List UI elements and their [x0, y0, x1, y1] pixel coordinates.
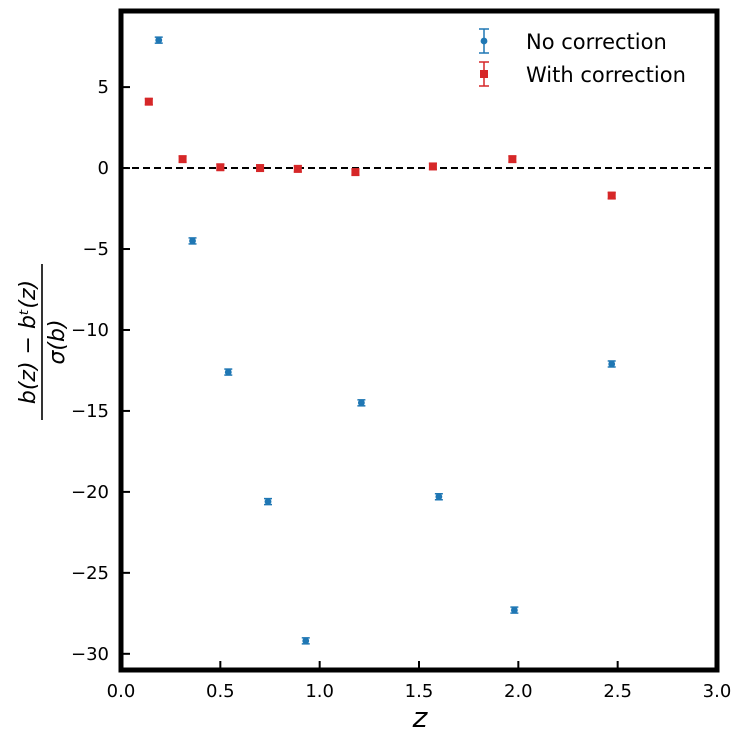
data-point-no-correction [224, 368, 233, 376]
data-point-no-correction [510, 606, 519, 614]
x-tick-label: 0.5 [206, 681, 235, 702]
y-tick-label: −15 [71, 401, 109, 422]
data-point-no-correction [434, 492, 443, 501]
y-axis-label-denominator: σ(b) [45, 319, 70, 364]
x-tick-label: 1.5 [405, 681, 434, 702]
y-tick-label: −5 [82, 239, 109, 260]
legend-marker-no-correction [479, 28, 489, 54]
x-tick-label: 2.5 [603, 681, 632, 702]
data-point-no-correction [301, 637, 310, 645]
legend-item-no-correction: No correction [479, 28, 667, 54]
data-point-with-correction [428, 162, 437, 171]
y-tick-label: 0 [98, 158, 109, 179]
data-point-with-correction [508, 155, 517, 164]
legend-label-no-correction: No correction [526, 30, 667, 54]
data-point-no-correction [357, 399, 366, 407]
axis-ticks-layer: 0.0 0.5 1.0 1.5 2.0 2.5 3.0 5 0 −5 −10 −15 −20 −25 −30 [71, 77, 731, 702]
x-tick-label: 1.0 [305, 681, 334, 702]
data-point-no-correction [607, 360, 616, 368]
x-tick-label: 2.0 [504, 681, 533, 702]
legend: No correction With correction [479, 28, 686, 87]
data-point-no-correction [188, 237, 197, 245]
data-point-with-correction [607, 191, 616, 200]
data-point-with-correction [144, 97, 153, 106]
y-tick-label: −20 [71, 482, 109, 503]
y-tick-label: 5 [98, 77, 109, 98]
data-point-with-correction [293, 164, 302, 173]
legend-label-with-correction: With correction [526, 63, 686, 87]
data-marks-layer [144, 36, 616, 645]
data-point-no-correction [154, 36, 163, 44]
legend-marker-with-correction [479, 61, 489, 87]
data-point-with-correction [256, 164, 265, 173]
legend-item-with-correction: With correction [479, 61, 686, 87]
x-tick-label: 3.0 [703, 681, 732, 702]
y-tick-label: −30 [71, 644, 109, 665]
data-point-with-correction [216, 163, 225, 172]
plot-frame [118, 8, 720, 673]
y-tick-label: −10 [71, 320, 109, 341]
data-point-with-correction [351, 168, 360, 177]
y-axis-label-numerator: b(z) − bᵗ(z) [16, 280, 41, 404]
x-axis-label: z [412, 701, 429, 734]
data-point-no-correction [264, 497, 273, 506]
x-tick-label: 0.0 [107, 681, 136, 702]
data-point-with-correction [178, 155, 187, 164]
y-axis-label: b(z) − bᵗ(z) σ(b) [16, 264, 70, 420]
y-tick-label: −25 [71, 563, 109, 584]
